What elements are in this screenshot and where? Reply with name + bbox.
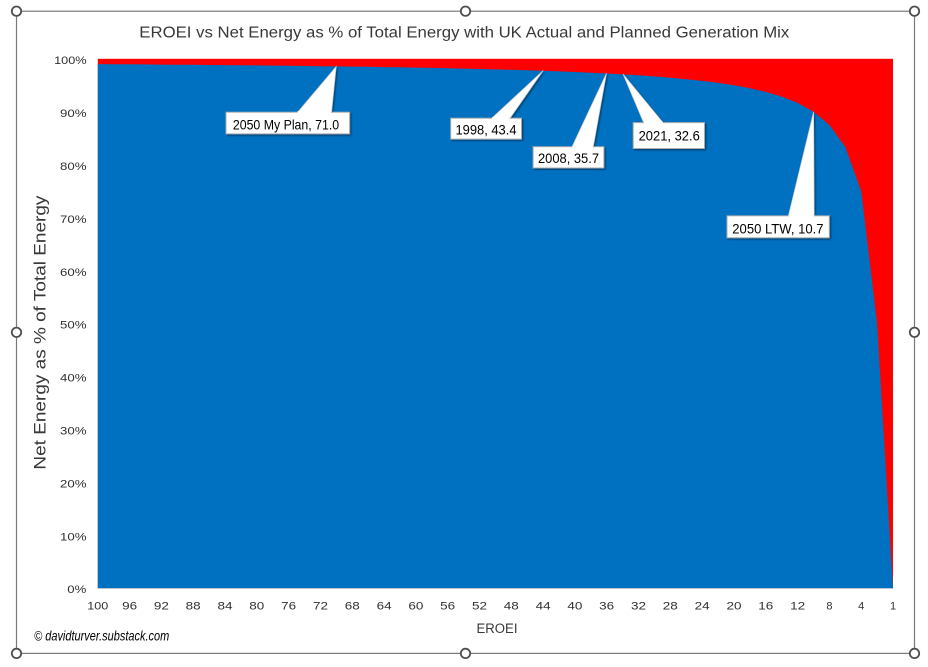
svg-text:70%: 70% <box>60 214 87 226</box>
svg-text:60: 60 <box>408 600 423 612</box>
svg-text:10%: 10% <box>60 532 87 544</box>
svg-text:40%: 40% <box>60 373 87 385</box>
svg-text:36: 36 <box>599 600 614 612</box>
svg-text:52: 52 <box>472 600 487 612</box>
svg-text:44: 44 <box>536 600 551 612</box>
svg-text:56: 56 <box>440 600 455 612</box>
svg-text:20: 20 <box>727 600 742 612</box>
svg-text:2050 LTW, 10.7: 2050 LTW, 10.7 <box>732 221 823 237</box>
svg-text:60%: 60% <box>60 267 87 279</box>
svg-text:Net Energy as % of Total Energ: Net Energy as % of Total Energy <box>32 195 50 470</box>
svg-text:68: 68 <box>345 600 360 612</box>
svg-text:76: 76 <box>281 600 296 612</box>
svg-text:20%: 20% <box>60 479 87 491</box>
svg-text:16: 16 <box>758 600 773 612</box>
svg-text:1: 1 <box>890 600 896 612</box>
svg-text:2008, 35.7: 2008, 35.7 <box>538 150 599 166</box>
svg-text:92: 92 <box>154 600 169 612</box>
svg-text:80: 80 <box>249 600 264 612</box>
svg-text:88: 88 <box>186 600 201 612</box>
svg-text:0%: 0% <box>67 584 86 596</box>
svg-text:2021, 32.6: 2021, 32.6 <box>639 128 700 144</box>
svg-text:EROEI: EROEI <box>477 621 518 636</box>
svg-text:EROEI vs Net Energy as % of To: EROEI vs Net Energy as % of Total Energy… <box>139 25 789 42</box>
svg-text:8: 8 <box>826 600 832 612</box>
svg-text:12: 12 <box>790 600 805 612</box>
svg-text:100%: 100% <box>54 55 87 67</box>
svg-text:48: 48 <box>504 600 519 612</box>
svg-text:30%: 30% <box>60 426 87 438</box>
svg-text:50%: 50% <box>60 320 87 332</box>
svg-text:40: 40 <box>567 600 582 612</box>
svg-text:1998, 43.4: 1998, 43.4 <box>456 121 517 137</box>
svg-text:90%: 90% <box>60 108 87 120</box>
svg-text:64: 64 <box>377 600 392 612</box>
svg-text:100: 100 <box>87 600 108 612</box>
svg-text:96: 96 <box>122 600 137 612</box>
svg-text:80%: 80% <box>60 161 87 173</box>
svg-text:2050 My Plan, 71.0: 2050 My Plan, 71.0 <box>233 117 339 133</box>
svg-text:72: 72 <box>313 600 328 612</box>
svg-text:32: 32 <box>631 600 646 612</box>
svg-text:24: 24 <box>695 600 710 612</box>
svg-text:© davidturver.substack.com: © davidturver.substack.com <box>34 628 169 644</box>
svg-text:84: 84 <box>218 600 233 612</box>
svg-text:4: 4 <box>858 600 864 612</box>
svg-text:28: 28 <box>663 600 678 612</box>
